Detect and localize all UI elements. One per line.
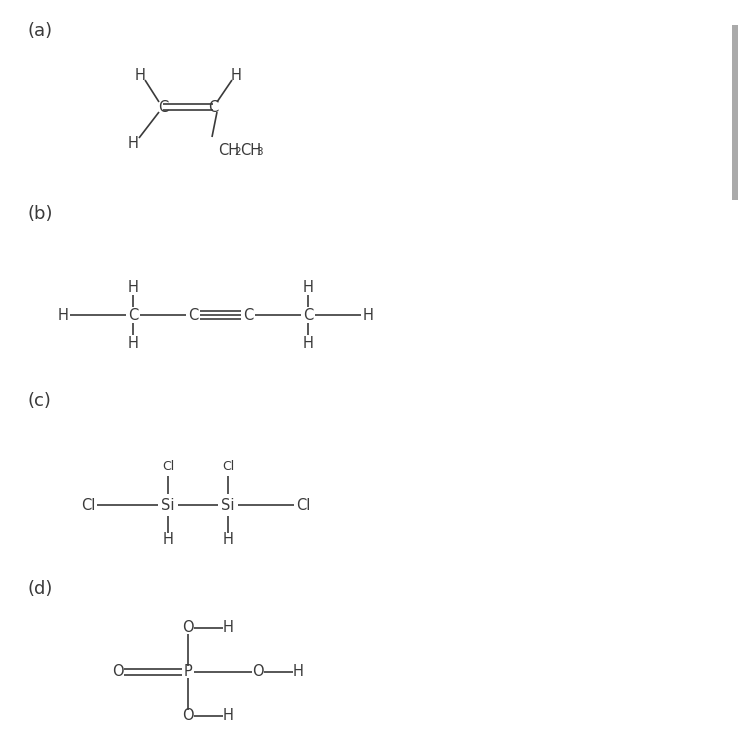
Text: P: P [183,665,192,680]
Text: C: C [243,308,253,323]
Text: C: C [158,99,168,114]
Text: H: H [162,532,174,547]
Text: O: O [252,665,264,680]
Text: H: H [223,532,233,547]
Text: H: H [230,68,242,83]
Text: H: H [223,708,233,723]
Text: C: C [188,308,198,323]
Text: Cl: Cl [162,460,174,474]
Text: H: H [135,68,145,83]
Text: CH: CH [240,143,261,158]
Text: Cl: Cl [295,498,310,513]
Text: H: H [363,308,373,323]
Text: Cl: Cl [222,460,234,474]
Text: (b): (b) [28,205,54,223]
Text: Si: Si [221,498,235,513]
Text: O: O [112,665,124,680]
Text: H: H [128,335,138,350]
Bar [732,25,738,200]
Text: H: H [58,308,68,323]
Text: (c): (c) [28,392,52,410]
Text: C: C [208,99,218,114]
Text: C: C [303,308,313,323]
Text: (d): (d) [28,580,53,598]
Text: H: H [128,280,138,295]
Text: Cl: Cl [81,498,95,513]
Text: H: H [292,665,304,680]
Text: Si: Si [162,498,175,513]
Text: H: H [223,620,233,635]
Text: H: H [302,335,313,350]
Text: C: C [128,308,138,323]
Text: O: O [183,620,194,635]
Text: O: O [183,708,194,723]
Text: H: H [128,135,138,150]
Text: 2: 2 [234,147,241,157]
Text: 3: 3 [256,147,263,157]
Text: H: H [302,280,313,295]
Text: (a): (a) [28,22,53,40]
Text: CH: CH [218,143,239,158]
